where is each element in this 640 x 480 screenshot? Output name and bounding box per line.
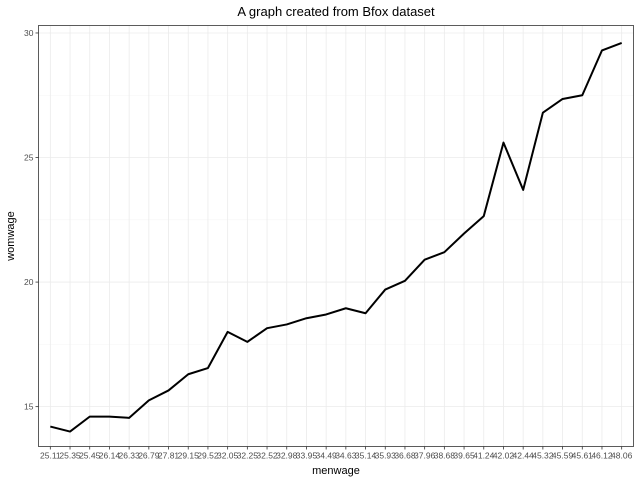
x-tick-label: 32.52	[256, 451, 278, 461]
x-tick-label: 25.11	[40, 451, 61, 461]
x-tick-label: 45.61	[572, 451, 594, 461]
womwage-series-line	[50, 42, 623, 433]
y-tick-label: 25	[24, 153, 34, 163]
x-tick-label: 35.14	[355, 451, 377, 461]
x-tick-label: 32.25	[237, 451, 259, 461]
x-tick-label: 33.95	[296, 451, 318, 461]
x-tick-label: 32.05	[217, 451, 239, 461]
x-tick-label: 34.63	[335, 451, 357, 461]
x-tick-label: 36.68	[394, 451, 416, 461]
x-tick-label: 48.06	[611, 451, 633, 461]
x-tick-label: 25.35	[59, 451, 81, 461]
x-tick-label: 45.59	[552, 451, 574, 461]
y-tick-label: 15	[24, 402, 34, 412]
x-tick-label: 26.79	[138, 451, 160, 461]
x-tick-label: 39.65	[453, 451, 475, 461]
x-tick-label: 35.93	[375, 451, 397, 461]
x-tick-label: 25.45	[79, 451, 101, 461]
x-tick-label: 29.15	[178, 451, 200, 461]
x-tick-label: 42.02	[493, 451, 515, 461]
x-tick-label: 32.98	[276, 451, 298, 461]
x-tick-label: 27.81	[158, 451, 180, 461]
x-axis: 25.1125.3525.4526.1426.3326.7927.8129.15…	[40, 446, 633, 461]
series-layer	[50, 42, 623, 433]
x-tick-label: 42.44	[513, 451, 535, 461]
x-axis-title: menwage	[312, 465, 360, 477]
y-tick-label: 30	[24, 28, 34, 38]
x-tick-label: 46.12	[591, 451, 613, 461]
x-tick-label: 26.14	[99, 451, 121, 461]
x-tick-label: 38.68	[434, 451, 456, 461]
x-tick-label: 29.52	[197, 451, 219, 461]
chart-title: A graph created from Bfox dataset	[237, 4, 435, 19]
y-tick-label: 20	[24, 277, 34, 287]
y-axis-title: womwage	[5, 211, 17, 262]
x-tick-label: 41.24	[473, 451, 495, 461]
grid	[38, 25, 634, 447]
x-tick-label: 37.96	[414, 451, 436, 461]
x-tick-label: 34.49	[316, 451, 338, 461]
y-axis: 15 20 25 30	[24, 28, 39, 412]
x-tick-label: 45.32	[532, 451, 554, 461]
plot-panel-border	[38, 25, 634, 447]
x-tick-label: 26.33	[118, 451, 140, 461]
